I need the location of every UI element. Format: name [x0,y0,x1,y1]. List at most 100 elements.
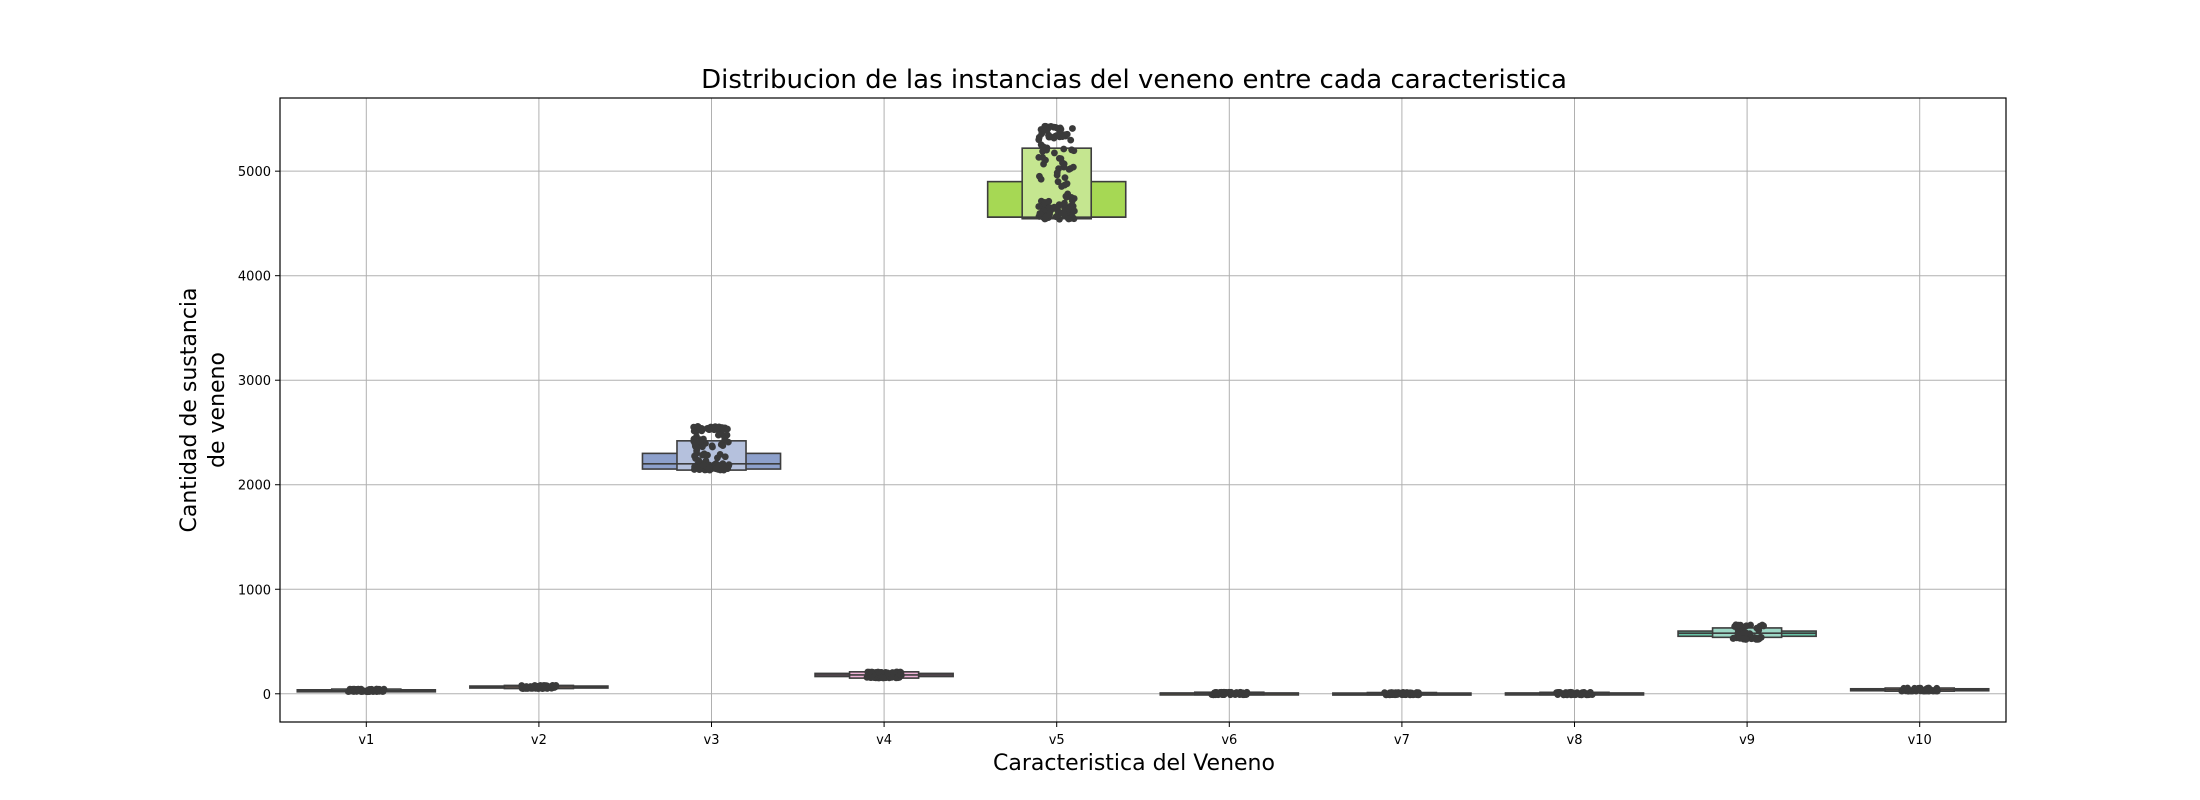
strip-point-v5 [1037,126,1045,133]
strip-point-v3 [724,438,732,446]
strip-point-v4 [879,674,887,682]
strip-point-v6 [1227,688,1235,696]
strip-point-v3 [718,424,726,432]
strip-point-v2 [539,684,547,692]
x-tick-label: v10 [1908,733,1932,748]
strip-point-v5 [1070,195,1078,202]
strip-point-v3 [690,423,698,431]
strip-point-v3 [712,465,720,473]
strip-point-v5 [1036,172,1043,180]
y-tick-label: 0 [263,688,271,703]
strip-point-v8 [1578,691,1586,699]
y-tick-label: 1000 [238,583,271,598]
strip-point-v3 [705,426,713,433]
strip-point-v10 [1926,685,1934,693]
strip-point-v1 [380,685,388,693]
strip-point-v3 [719,442,727,449]
strip-point-v4 [897,671,904,679]
strip-point-v9 [1758,621,1766,629]
strip-point-v6 [1233,689,1240,696]
strip-point-v5 [1042,126,1050,134]
strip-point-v2 [522,685,530,692]
chart-title: Distribucion de las instancias del venen… [701,65,1567,95]
x-tick-label: v4 [876,733,892,748]
x-axis-label: Caracteristica del Veneno [993,751,1275,776]
strip-point-v5 [1040,160,1047,168]
x-tick-label: v6 [1221,733,1237,748]
strip-point-v5 [1065,215,1073,223]
strip-point-v5 [1054,178,1062,186]
strip-point-v5 [1051,149,1058,157]
y-tick-label: 4000 [238,270,271,285]
strip-point-v8 [1563,691,1571,699]
strip-point-v3 [715,431,722,439]
x-tick-label: v2 [531,733,547,748]
strip-point-v3 [700,461,707,469]
x-tick-label: v7 [1394,733,1410,748]
strip-point-v5 [1040,143,1047,151]
y-tick-label: 3000 [238,374,271,389]
axis-ticks: 0 1000 2000 3000 4000 5000 v1 v2 v3 v4 v5 v6 v7 v8 v9 v… [238,165,1932,748]
strip-point-v5 [1068,146,1076,154]
y-tick-label: 5000 [238,165,271,180]
strip-point-v7 [1400,691,1408,698]
x-tick-label: v5 [1049,733,1065,748]
strip-point-v3 [713,424,721,432]
strip-point-v3 [705,464,713,472]
strip-point-v4 [874,668,882,676]
strip-point-v5 [1063,193,1070,201]
x-tick-label: v3 [704,733,720,748]
strip-point-v10 [1916,684,1923,692]
strip-point-v4 [866,674,874,681]
strip-point-v1 [359,688,367,695]
strip-point-v9 [1747,621,1754,629]
strip-point-v5 [1046,211,1053,218]
strip-point-v5 [1058,183,1066,190]
strip-point-v5 [1041,198,1049,206]
plot-frame [279,97,2007,723]
strip-point-v5 [1055,201,1063,209]
strip-point-v5 [1061,199,1068,207]
strip-point-v10 [1900,684,1908,692]
strip-point-v5 [1061,174,1069,181]
strip-point-v9 [1731,623,1739,630]
strip-point-v10 [1933,684,1941,692]
strip-point-v5 [1069,125,1076,132]
strip-point-v6 [1213,689,1221,696]
strip-point-v1 [364,688,372,696]
strip-point-v6 [1220,691,1228,698]
strip-point-v9 [1753,636,1760,643]
strip-point-v1 [344,688,352,696]
strip-point-v3 [691,440,699,448]
strip-point-v3 [699,443,706,451]
y-axis-label-line-2: de veneno [205,352,230,468]
strip-point-v2 [529,684,536,692]
strip-point-v5 [1067,136,1075,144]
y-axis-label-line-1: Cantidad de sustancia [177,287,202,532]
strip-point-v1 [373,688,381,695]
strip-point-v5 [1035,136,1043,144]
x-tick-label: v9 [1739,733,1755,748]
strip-point-v3 [714,454,721,462]
strip-point-v5 [1059,159,1066,167]
strip-point-v4 [884,669,892,677]
y-axis-label-group: Cantidad de sustancia de veneno [177,287,230,532]
strip-point-v9 [1729,635,1737,642]
strip-point-v5 [1055,165,1063,173]
strip-point-v5 [1061,210,1068,218]
strip-point-v3 [719,463,727,470]
strip-point-v8 [1569,691,1577,698]
strip-point-v5 [1050,134,1058,142]
strip-point-v6 [1239,689,1247,697]
strip-point-v9 [1742,629,1749,636]
strip-point-v5 [1064,206,1072,213]
strip-point-v5 [1052,213,1060,221]
strip-point-v8 [1585,690,1593,698]
strip-point-v3 [700,451,708,459]
strip-point-v4 [888,673,896,681]
strip-point-v3 [721,453,729,461]
strip-point-v4 [865,668,873,676]
strip-point-v5 [1069,202,1077,210]
